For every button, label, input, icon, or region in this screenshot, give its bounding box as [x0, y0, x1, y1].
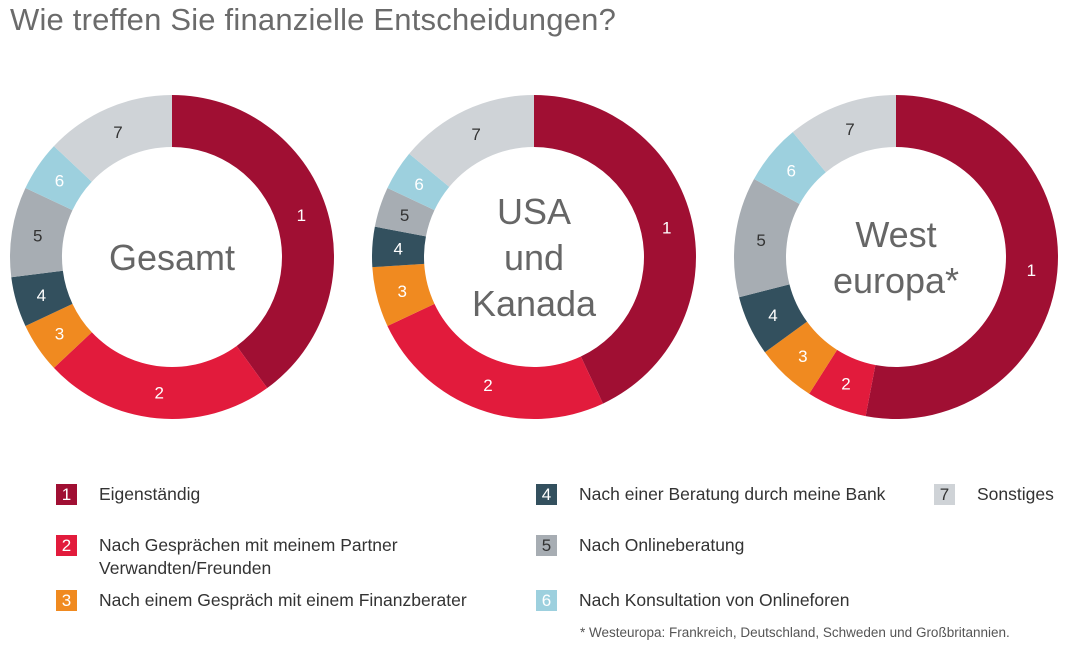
- donut-center-label: USA: [497, 191, 571, 232]
- segment-label-4: 4: [37, 286, 46, 305]
- segment-label-6: 6: [414, 175, 423, 194]
- legend-swatch: 3: [56, 590, 77, 611]
- legend-item-4: 4 Nach einer Beratung durch meine Bank: [536, 483, 885, 506]
- segment-label-2: 2: [483, 376, 492, 395]
- donut-segment-3: [764, 321, 838, 394]
- legend-label-line: Nach einem Gespräch mit einem Finanzbera…: [99, 590, 467, 610]
- legend-item-6: 6 Nach Konsultation von Onlineforen: [536, 589, 849, 612]
- legend-swatch: 6: [536, 590, 557, 611]
- donut-segment-2: [809, 349, 876, 417]
- segment-label-6: 6: [786, 161, 795, 180]
- segment-label-6: 6: [55, 172, 64, 191]
- segment-label-2: 2: [154, 383, 163, 402]
- donut-segment-7: [409, 95, 534, 187]
- legend-label: Nach Gesprächen mit meinem Partner Verwan…: [99, 534, 398, 580]
- legend-swatch: 7: [934, 484, 955, 505]
- segment-label-4: 4: [768, 306, 777, 325]
- segment-label-7: 7: [113, 123, 122, 142]
- segment-label-5: 5: [400, 206, 409, 225]
- legend-label-line: Nach einer Beratung durch meine Bank: [579, 484, 886, 504]
- legend-label: Sonstiges: [977, 483, 1054, 506]
- legend-swatch: 1: [56, 484, 77, 505]
- donut-center-label: Gesamt: [109, 237, 235, 278]
- donut-segment-5: [9, 188, 73, 278]
- donut-segment-4: [372, 226, 426, 268]
- footnote: * Westeuropa: Frankreich, Deutschland, S…: [580, 625, 1010, 640]
- segment-label-4: 4: [394, 239, 403, 258]
- legend-label: Nach einer Beratung durch meine Bank: [579, 483, 885, 506]
- donut-segment-6: [25, 146, 92, 211]
- donut-segment-7: [792, 95, 896, 173]
- legend-item-1: 1 Eigenständig: [56, 483, 200, 506]
- donut-segment-1: [534, 95, 696, 404]
- legend-label: Nach Onlineberatung: [579, 534, 744, 557]
- segment-label-1: 1: [297, 206, 306, 225]
- donut-segment-3: [372, 263, 435, 326]
- segment-label-3: 3: [55, 324, 64, 343]
- donut-segment-7: [53, 95, 172, 182]
- legend-label-line: Nach Onlineberatung: [579, 535, 745, 555]
- donut-segment-2: [387, 303, 603, 419]
- legend-label-line: Nach Gesprächen mit meinem Partner: [99, 535, 398, 555]
- segment-label-1: 1: [662, 218, 671, 237]
- segment-label-5: 5: [33, 227, 42, 246]
- donut-segment-5: [374, 188, 435, 237]
- segment-label-5: 5: [756, 231, 765, 250]
- legend-item-3: 3 Nach einem Gespräch mit einem Finanzber…: [56, 589, 467, 612]
- segment-label-1: 1: [1027, 261, 1036, 280]
- legend-swatch: 2: [56, 535, 77, 556]
- donut-segment-2: [53, 332, 268, 420]
- donut-center-label: und: [504, 237, 564, 278]
- legend-item-7: 7 Sonstiges: [934, 483, 1054, 506]
- donut-segment-1: [865, 95, 1059, 419]
- segment-label-2: 2: [841, 374, 850, 393]
- legend-item-5: 5 Nach Onlineberatung: [536, 534, 744, 557]
- segment-label-7: 7: [471, 125, 480, 144]
- donut-center-label: europa*: [833, 260, 959, 301]
- legend-label-line: Verwandten/Freunden: [99, 558, 272, 578]
- legend-label-line: Eigenständig: [99, 484, 201, 504]
- donut-chart-3: 1 2 3 4 5 6 7 West europa*: [734, 95, 1059, 419]
- segment-label-3: 3: [398, 282, 407, 301]
- legend-label: Nach einem Gespräch mit einem Finanzbera…: [99, 589, 467, 612]
- donut-segment-6: [754, 132, 826, 205]
- legend-label-line: Sonstiges: [977, 484, 1054, 504]
- donut-segment-1: [172, 95, 334, 389]
- donut-center-label: Kanada: [472, 283, 597, 324]
- legend-label: Eigenständig: [99, 483, 200, 506]
- donut-segment-3: [25, 303, 92, 368]
- donut-chart-1: 1 2 34 5 6 7 Gesamt: [9, 95, 334, 420]
- segment-label-7: 7: [845, 120, 854, 139]
- donut-segment-5: [734, 178, 800, 298]
- legend-label-line: Nach Konsultation von Onlineforen: [579, 590, 850, 610]
- donut-chart-2: 1 2 3 4 56 7 USA und Kanada: [372, 95, 696, 419]
- chart-title: Wie treffen Sie finanzielle Entscheidung…: [10, 2, 617, 37]
- donut-segment-4: [739, 284, 808, 353]
- legend-swatch: 4: [536, 484, 557, 505]
- donut-charts: 1234567Gesamt1234567USAundKanada1234567W…: [9, 95, 1059, 420]
- donut-center-label: West: [855, 214, 936, 255]
- legend-swatch: 5: [536, 535, 557, 556]
- legend-label: Nach Konsultation von Onlineforen: [579, 589, 849, 612]
- legend-item-2: 2 Nach Gesprächen mit meinem Partner Verwa…: [56, 534, 398, 580]
- donut-segment-6: [387, 153, 450, 211]
- segment-label-3: 3: [798, 347, 807, 366]
- donut-segment-4: [11, 270, 73, 326]
